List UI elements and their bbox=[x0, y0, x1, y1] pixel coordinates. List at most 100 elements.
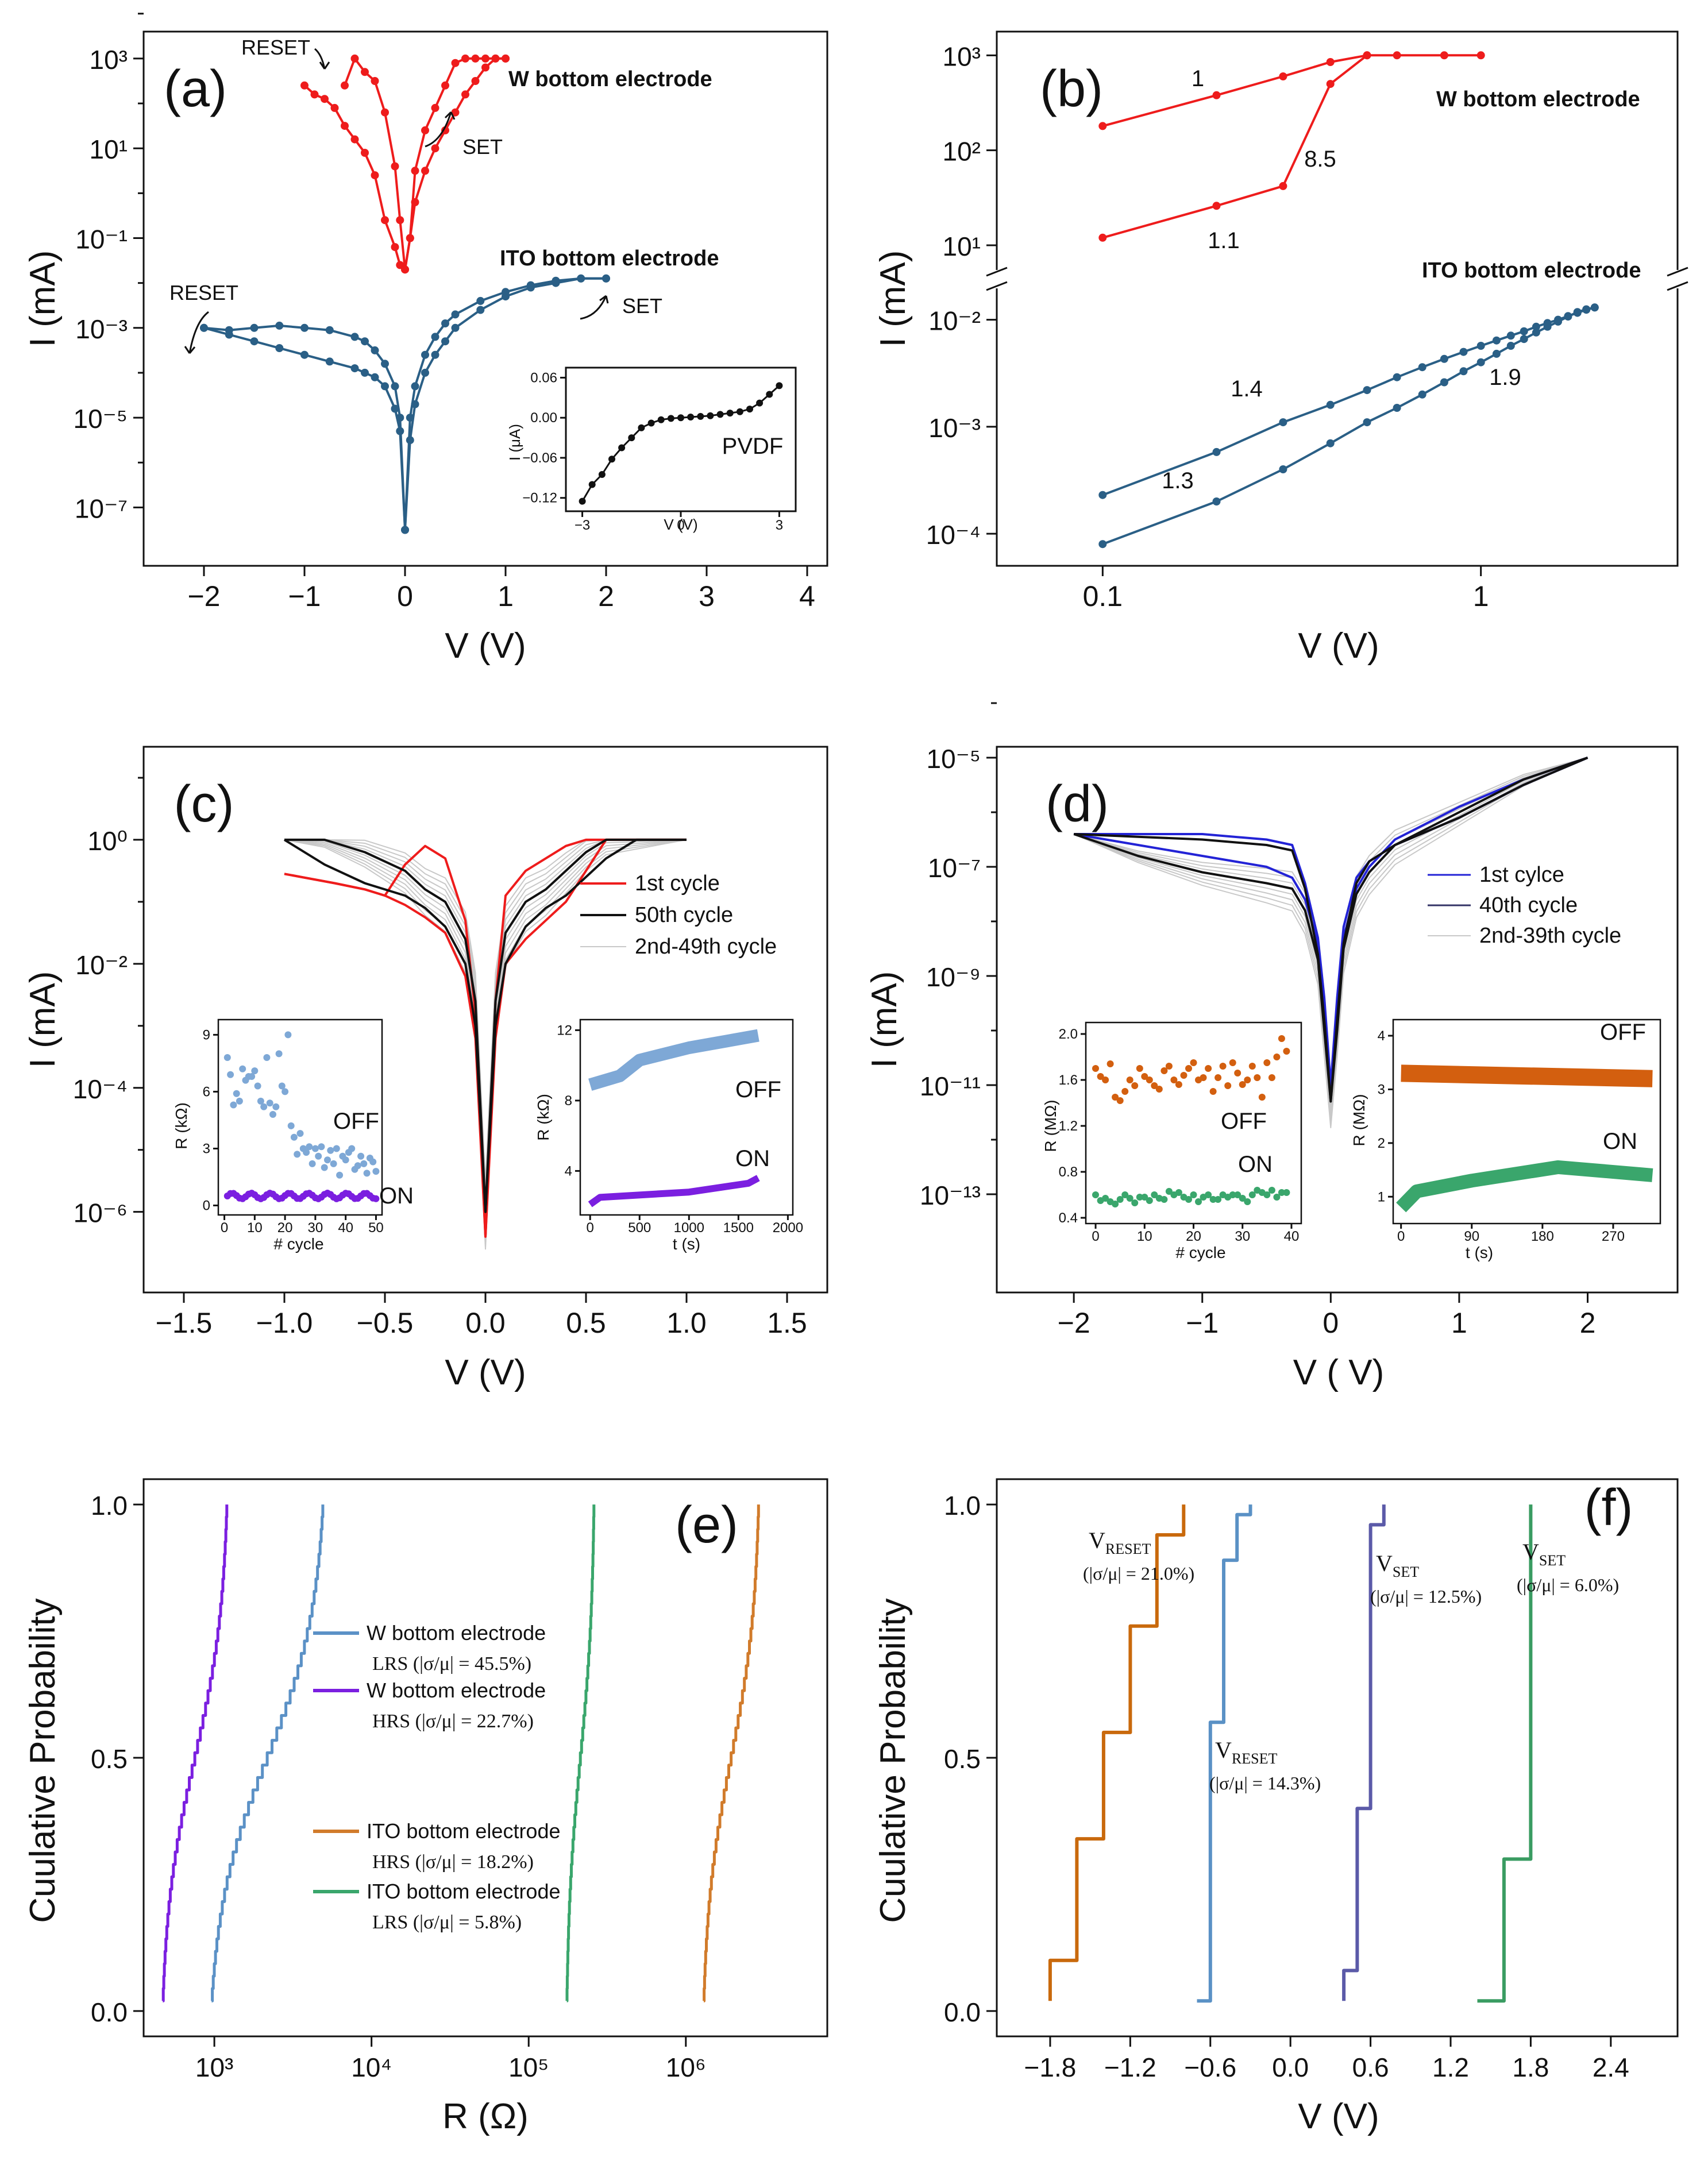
x-tick-label: 10³ bbox=[195, 2052, 233, 2082]
inset-point-1 bbox=[588, 481, 596, 488]
inset-label: PVDF bbox=[722, 434, 784, 459]
inset-off-point bbox=[327, 1147, 334, 1154]
inset-on-label: ON bbox=[1238, 1152, 1273, 1177]
data-point-1 bbox=[350, 54, 359, 63]
inset-off-point bbox=[321, 1164, 328, 1171]
inset-on-point bbox=[1151, 1191, 1158, 1198]
inset-off-label: OFF bbox=[1600, 1020, 1646, 1045]
plot-frame bbox=[996, 746, 1679, 1294]
annotation-arrow bbox=[184, 311, 209, 354]
inset-off-point bbox=[278, 1082, 286, 1090]
inset-point-15 bbox=[726, 410, 734, 417]
x-tick-label: −1 bbox=[288, 580, 321, 612]
annotation-arrow bbox=[314, 48, 330, 70]
data-point-18 bbox=[502, 54, 510, 63]
x-tick-label: 1.0 bbox=[666, 1307, 707, 1339]
inset-off-point bbox=[1248, 1063, 1256, 1070]
x-axis-title: V ( V) bbox=[1293, 1353, 1384, 1392]
x-tick-label: −1.0 bbox=[256, 1307, 313, 1339]
x-tick-label: 0 bbox=[397, 580, 413, 612]
data-point-10 bbox=[421, 126, 429, 134]
inset-x-tick-label: 10 bbox=[1137, 1229, 1152, 1244]
data-point-17 bbox=[451, 108, 460, 117]
legend-sublabel: LRS (|σ/μ| = 5.8%) bbox=[372, 1912, 522, 1933]
inset-x-tick-label: −3 bbox=[575, 518, 590, 533]
y-axis-title: I (mA) bbox=[23, 250, 63, 348]
legend-label: 1st cycle bbox=[635, 871, 720, 896]
data-point-11 bbox=[396, 427, 404, 435]
inset-off-point bbox=[372, 1168, 380, 1175]
y-tick-label: 10⁻³ bbox=[928, 413, 981, 443]
y-tick-label: 10³ bbox=[90, 45, 128, 75]
data-point-8 bbox=[406, 234, 414, 242]
inset-off-label: OFF bbox=[735, 1077, 781, 1102]
inset-point-9 bbox=[667, 415, 674, 422]
inset-on-point bbox=[1160, 1196, 1168, 1203]
data-point-20 bbox=[502, 288, 510, 296]
data-point-9 bbox=[411, 167, 419, 175]
inset-off-point bbox=[230, 1101, 237, 1109]
inset-y-tick-label: 4 bbox=[1378, 1028, 1385, 1044]
inset-off-label: OFF bbox=[333, 1109, 379, 1134]
gray-cycle-line bbox=[1073, 757, 1588, 1109]
inset-y-tick-label: 2 bbox=[1378, 1136, 1385, 1151]
inset-off-point bbox=[282, 1088, 289, 1095]
inset-off-point bbox=[1121, 1088, 1129, 1095]
data-point-17 bbox=[491, 54, 500, 63]
inset-off-point bbox=[248, 1073, 256, 1080]
inset-point-17 bbox=[746, 406, 753, 413]
data-point-1 bbox=[1212, 497, 1221, 506]
plot-frame bbox=[996, 30, 1679, 567]
inset-on-point bbox=[1136, 1194, 1143, 1201]
series-line bbox=[283, 838, 687, 1213]
inset-off-point bbox=[369, 1158, 377, 1166]
x-axis-title: R (Ω) bbox=[442, 2097, 529, 2136]
inset-off-point bbox=[1165, 1063, 1173, 1070]
gray-cycle-line bbox=[1073, 757, 1588, 1089]
inset-x-tick-label: 20 bbox=[1186, 1229, 1201, 1244]
inset-on-point bbox=[1215, 1196, 1222, 1203]
inset-on-label: ON bbox=[735, 1146, 770, 1171]
data-point-0 bbox=[1098, 540, 1107, 549]
inset-point-13 bbox=[707, 412, 714, 419]
annotation-arrow bbox=[425, 111, 456, 148]
inset-off-point bbox=[1092, 1065, 1099, 1072]
data-point-9 bbox=[1476, 358, 1485, 366]
inset-off-point bbox=[1229, 1059, 1236, 1066]
inset-on-point bbox=[1229, 1191, 1236, 1198]
data-point-13 bbox=[451, 59, 460, 67]
annotation-set: SET bbox=[462, 135, 503, 159]
inset-on-point bbox=[1263, 1191, 1271, 1198]
panel-b: 0.1 1 10¹ 10² 10³ 10⁻⁴ 10⁻³ 10⁻² V (V) I (mA) (b) 1… bbox=[873, 30, 1688, 666]
inset-x-tick-label: 1000 bbox=[674, 1220, 704, 1236]
x-tick-label: 4 bbox=[799, 580, 815, 612]
legend-label: 2nd-39th cycle bbox=[1479, 924, 1621, 948]
data-point-1 bbox=[1212, 447, 1221, 456]
inset-off-point bbox=[239, 1065, 246, 1072]
gray-cycle-line bbox=[284, 839, 687, 1190]
inset-x-axis-title: V (V) bbox=[664, 516, 697, 533]
x-tick-label: 2 bbox=[598, 580, 614, 612]
x-tick-label: 0.0 bbox=[1272, 2052, 1309, 2082]
inset-y-tick-label: 0.00 bbox=[530, 410, 557, 426]
inset-off-point bbox=[1141, 1073, 1148, 1080]
data-point-14 bbox=[411, 400, 419, 408]
legend-label: W bottom electrode bbox=[367, 1678, 546, 1702]
inset-on-point bbox=[1185, 1196, 1192, 1203]
v-label: VRESET bbox=[1215, 1737, 1277, 1767]
data-point-13 bbox=[411, 198, 419, 206]
inset-off-point bbox=[1258, 1094, 1266, 1101]
inset-x-tick-label: 50 bbox=[368, 1220, 384, 1236]
x-tick-label: −2 bbox=[187, 580, 220, 612]
axis-break-mark bbox=[986, 281, 1008, 291]
y-tick-label: 10¹ bbox=[943, 231, 981, 261]
data-point-21 bbox=[526, 281, 535, 290]
inset-off-point bbox=[1180, 1072, 1187, 1079]
inset-off-point bbox=[1106, 1060, 1114, 1067]
data-point-9 bbox=[391, 243, 399, 252]
inset-on-point bbox=[1092, 1191, 1099, 1198]
annotation-set: SET bbox=[622, 294, 662, 318]
data-point-3 bbox=[330, 103, 339, 112]
y-axis-title: Cuulative Probability bbox=[23, 1598, 63, 1923]
inset-y-tick-label: −0.06 bbox=[522, 450, 557, 466]
